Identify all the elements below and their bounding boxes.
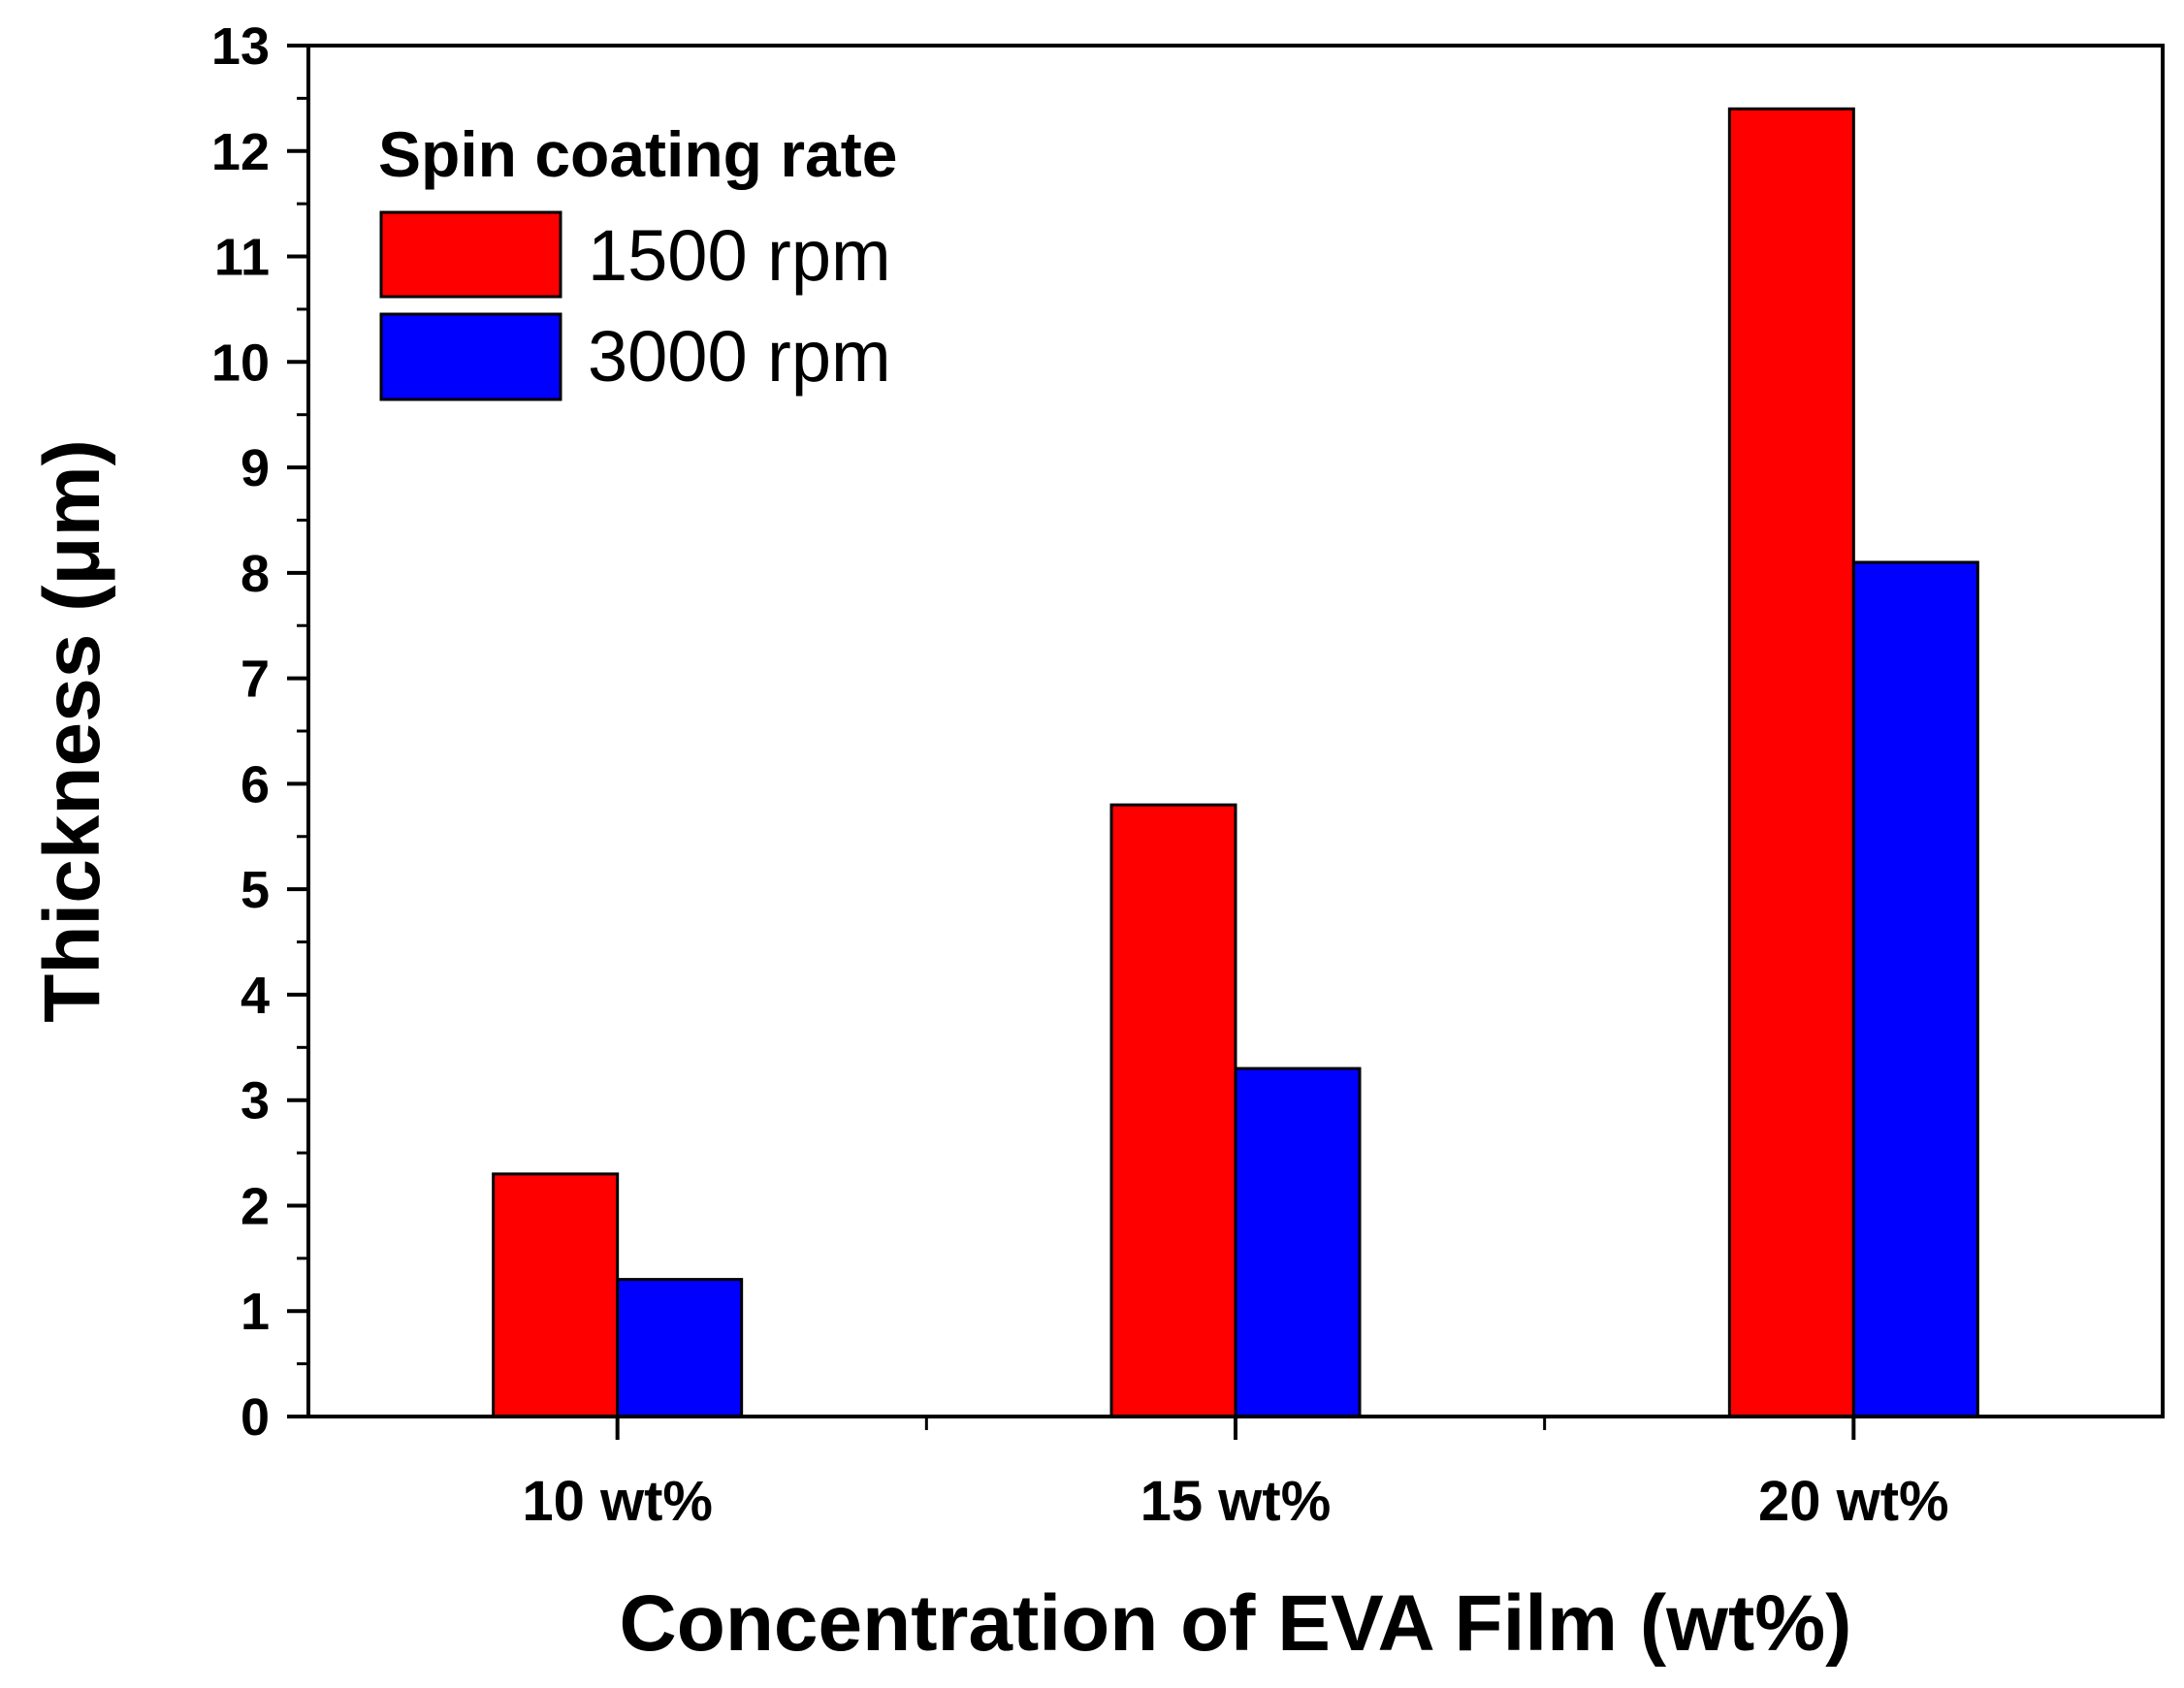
legend-label-1500-rpm: 1500 rpm xyxy=(588,215,891,296)
bar-3000-rpm-10wt xyxy=(616,1278,744,1418)
y-tick-label: 13 xyxy=(211,17,270,76)
legend-swatch-3000-rpm xyxy=(379,312,562,401)
y-tick-label: 0 xyxy=(241,1388,270,1447)
y-tick-label: 1 xyxy=(241,1283,270,1341)
y-tick-label: 3 xyxy=(241,1072,270,1131)
bars xyxy=(492,107,1979,1418)
bar-1500-rpm-10wt xyxy=(492,1172,620,1418)
y-tick-label: 7 xyxy=(241,651,270,709)
y-tick-label: 12 xyxy=(211,123,270,181)
y-tick-label: 2 xyxy=(241,1177,270,1235)
y-tick-label: 4 xyxy=(241,967,270,1025)
bar-1500-rpm-15wt xyxy=(1109,803,1237,1418)
y-tick-label: 11 xyxy=(214,229,270,287)
x-tick-label: 20 wt% xyxy=(1758,1470,1949,1533)
bar-3000-rpm-20wt xyxy=(1851,560,1979,1418)
y-tick-label: 5 xyxy=(241,861,270,919)
x-tick-label: 15 wt% xyxy=(1140,1470,1332,1533)
legend-label-3000-rpm: 3000 rpm xyxy=(588,316,891,397)
legend-swatch-1500-rpm xyxy=(379,210,562,299)
x-axis-title: Concentration of EVA Film (wt%) xyxy=(620,1579,1852,1668)
legend: Spin coating rate 1500 rpm 3000 rpm xyxy=(378,118,897,401)
y-tick-label: 8 xyxy=(241,545,270,603)
bar-3000-rpm-15wt xyxy=(1234,1067,1362,1418)
y-tick-label: 9 xyxy=(241,439,270,497)
y-tick-label: 6 xyxy=(241,755,270,813)
y-tick-label: 10 xyxy=(211,334,270,392)
plot-area-frame xyxy=(306,44,2165,1418)
x-axis-ticks: 10 wt% 15 wt% 20 wt% xyxy=(522,1417,1949,1533)
y-axis-title: Thickness (μm) xyxy=(28,439,116,1023)
x-tick-label: 10 wt% xyxy=(522,1470,713,1533)
legend-title: Spin coating rate xyxy=(378,118,897,190)
bar-1500-rpm-20wt xyxy=(1727,107,1855,1418)
